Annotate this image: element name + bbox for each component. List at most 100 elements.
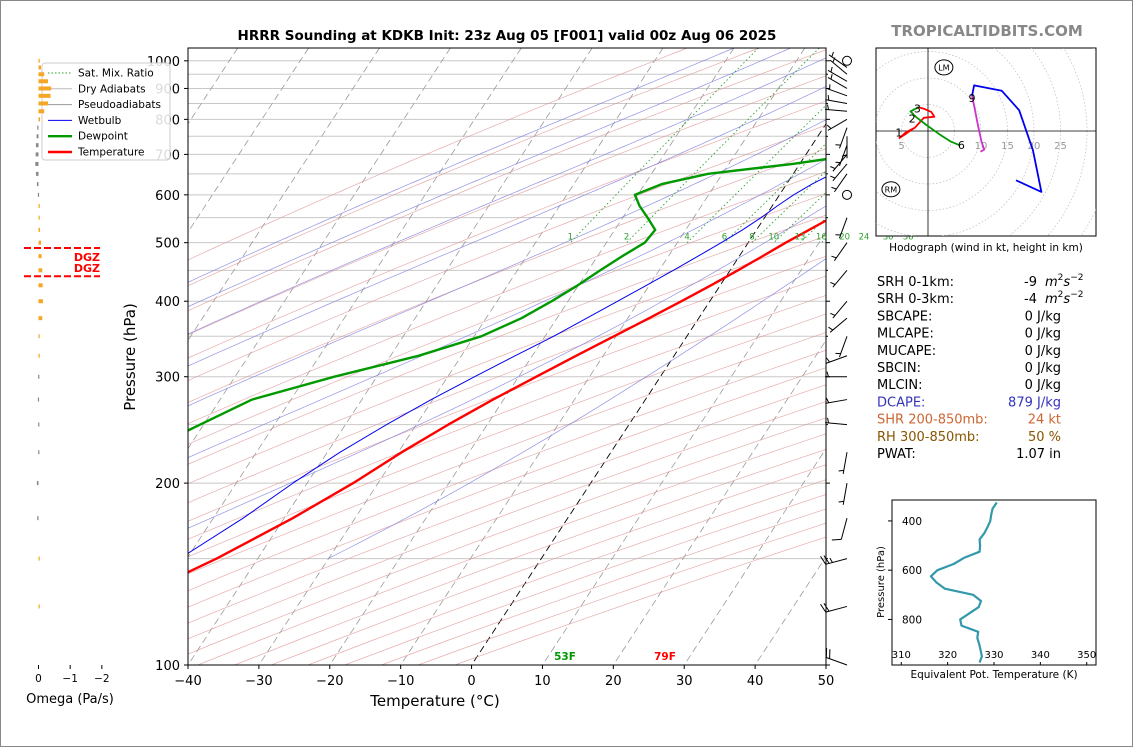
y-tick-label: 300 <box>155 371 180 386</box>
wind-barb-half-flag <box>826 124 832 129</box>
wind-barb-staff <box>833 173 848 193</box>
index-label: DCAPE: <box>877 395 925 410</box>
isotherm-line <box>612 339 826 665</box>
dry-adiabat <box>188 148 826 403</box>
mixing-ratio-label: 20 <box>839 233 850 243</box>
omega-tick-label: −1 <box>62 673 77 685</box>
freezing-isotherm <box>471 123 826 665</box>
legend-label: Wetbulb <box>78 115 122 127</box>
hodograph-segment <box>909 106 961 147</box>
dry-adiabat <box>188 171 826 425</box>
index-unit: m2s−2 <box>1045 290 1083 307</box>
omega-bar <box>37 516 39 521</box>
mixing-ratio-label: 24 <box>859 233 870 243</box>
hodograph-ring-label: 5 <box>898 141 904 152</box>
wind-barb-half-flag <box>838 469 844 472</box>
y-tick-label: 600 <box>155 189 180 204</box>
theta-e-profile <box>929 501 998 663</box>
omega-bar <box>38 109 45 114</box>
dry-adiabat <box>188 124 826 381</box>
omega-bar <box>38 422 40 427</box>
isotherm-line <box>329 48 735 665</box>
unit-exponent: −2 <box>1070 273 1083 283</box>
omega-bar <box>38 334 40 339</box>
unit-mid: s <box>1063 292 1070 307</box>
wind-barb-staff <box>825 99 848 104</box>
omega-bar <box>36 182 39 187</box>
dry-adiabat <box>188 75 826 336</box>
omega-bar <box>38 93 51 98</box>
x-tick-label: 0 <box>467 674 475 689</box>
wind-barb-staff <box>825 422 848 426</box>
theta-e-panel: 310 320 330 340 350 400 600 800 Equivalent Pot.… <box>876 499 1097 681</box>
wind-barb-staff <box>826 355 848 364</box>
omega-bar <box>38 604 40 609</box>
wind-barb-half-flag <box>830 166 836 170</box>
wind-barb-half-flag <box>830 66 833 73</box>
legend-label: Dry Adiabats <box>78 83 146 95</box>
legend-label: Pseudoadiabats <box>78 99 161 111</box>
storm-motion-label: LM <box>938 63 949 72</box>
wind-barb-staff <box>840 518 848 540</box>
wind-barb-half-flag <box>830 281 836 285</box>
dry-adiabat <box>188 313 826 558</box>
wind-barb-staff <box>839 127 848 149</box>
hodograph-frame <box>875 47 1097 237</box>
dry-adiabat <box>188 49 826 312</box>
omega-bar <box>38 240 42 245</box>
wind-barb-half-flag <box>831 255 837 259</box>
wind-barb-staff <box>839 217 848 239</box>
omega-bar <box>38 79 48 84</box>
hodograph-content: 5 10 15 20 25 123 6 9 LM RM <box>876 48 1096 236</box>
index-value: 0 J/kg <box>1025 344 1061 359</box>
wind-barb-half-flag <box>830 312 836 316</box>
legend-label: Sat. Mix. Ratio <box>78 68 154 80</box>
omega-bar <box>37 192 40 197</box>
omega-bar <box>38 556 40 561</box>
omega-bar <box>38 58 40 63</box>
index-label: SHR 200-850mb: <box>877 413 988 428</box>
omega-bar <box>38 374 40 379</box>
wind-barb-staff <box>832 163 848 182</box>
wind-barb-staff <box>825 605 848 613</box>
hodograph-height-label: 2 <box>909 112 916 125</box>
x-tick-label: 40 <box>747 674 764 689</box>
hodograph-segment <box>971 84 1043 193</box>
brand-watermark: TROPICALTIDBITS.COM <box>891 22 1083 40</box>
skewt-data-lines <box>188 157 826 574</box>
wind-barb-half-flag <box>832 57 836 63</box>
index-value: 0 J/kg <box>1025 309 1061 324</box>
hodograph-ring-label: 15 <box>1001 141 1014 152</box>
wind-barb-flag <box>820 556 827 565</box>
omega-tick-label: 0 <box>35 673 42 685</box>
mixing-ratio-label: 36 <box>903 233 914 243</box>
dry-adiabat <box>188 235 826 485</box>
index-label: SRH 0-1km: <box>877 275 954 290</box>
omega-bar <box>38 204 40 209</box>
isotherm-line <box>258 48 664 665</box>
dry-adiabat <box>188 349 826 592</box>
theta-e-y-tick-label: 800 <box>902 614 922 626</box>
mixing-ratio-label: 6 <box>722 233 727 243</box>
dry-adiabat <box>188 384 826 624</box>
wind-barb-staff <box>825 108 848 112</box>
unit-exponent: −2 <box>1070 290 1083 300</box>
omega-bar <box>38 117 41 122</box>
index-label: SRH 0-3km: <box>877 292 954 307</box>
skewt-frame <box>187 47 827 666</box>
omega-bar <box>38 299 43 304</box>
theta-e-x-tick-label: 340 <box>1031 650 1050 661</box>
wind-barb-staff <box>832 300 848 319</box>
index-value: 879 J/kg <box>1008 395 1061 410</box>
omega-tick-label: −2 <box>94 673 109 685</box>
dry-adiabat <box>188 255 826 504</box>
mixing-ratio-label: 8 <box>749 233 754 243</box>
omega-bar <box>38 353 40 358</box>
index-value: -4 <box>1024 292 1037 307</box>
dry-adiabat <box>188 332 826 575</box>
dry-adiabat <box>188 193 826 445</box>
mixing-ratio-line <box>626 48 820 244</box>
